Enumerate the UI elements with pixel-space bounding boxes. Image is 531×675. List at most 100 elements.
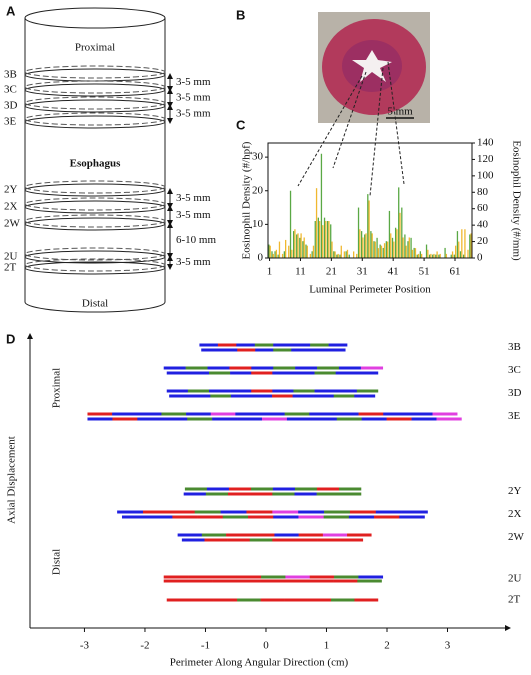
strip-segment: [190, 598, 214, 602]
x-tick-label: -3: [80, 640, 90, 652]
strip-segment: [251, 371, 273, 375]
y-tick-label: 30: [252, 151, 264, 163]
row-label: 3E: [508, 410, 521, 422]
bar: [451, 251, 454, 258]
bar: [303, 237, 305, 258]
strip-segment: [137, 417, 163, 421]
bar: [388, 210, 391, 258]
bar: [421, 253, 423, 258]
strip-segment: [205, 492, 229, 496]
strip-segment: [112, 412, 138, 416]
strip-segment: [201, 533, 227, 537]
bar: [385, 241, 387, 258]
bar: [394, 227, 397, 258]
strip-segment: [237, 348, 256, 352]
bar: [380, 245, 383, 258]
strip-segment: [361, 417, 387, 421]
bar: [312, 245, 315, 258]
strip: [177, 533, 372, 537]
strip-segment: [136, 412, 162, 416]
strip: [169, 394, 376, 398]
bar: [464, 229, 466, 258]
strip-segment: [436, 417, 462, 421]
bar: [268, 244, 270, 258]
x-tick-label: 31: [357, 266, 368, 278]
strip-segment: [273, 348, 292, 352]
bar: [336, 254, 338, 258]
strip-segment: [327, 348, 346, 352]
strip-segment: [187, 371, 210, 375]
strip-segment: [328, 343, 348, 347]
section-label: 3E: [4, 116, 17, 128]
strip-segment: [411, 417, 437, 421]
strip-segment: [186, 412, 212, 416]
strip-segment: [308, 579, 334, 583]
y2-tick-label: 140: [477, 137, 494, 149]
bar: [296, 234, 298, 258]
bar: [346, 249, 349, 258]
bar: [425, 244, 428, 258]
section-ring: [24, 68, 166, 82]
row-label: 2T: [508, 594, 521, 606]
bar: [302, 241, 304, 258]
strip-segment: [272, 394, 293, 398]
section-ring: [24, 115, 166, 129]
bar: [289, 190, 292, 258]
strip-segment: [162, 417, 188, 421]
strip-segment: [246, 510, 273, 514]
strip-segment: [358, 412, 384, 416]
bar: [271, 251, 273, 258]
strip-segment: [251, 389, 273, 393]
section-ring: [24, 197, 166, 211]
section-label: 2T: [4, 262, 17, 274]
strip-segment: [272, 510, 299, 514]
bar: [326, 221, 329, 258]
strip-segment: [236, 343, 256, 347]
bar: [445, 253, 448, 258]
row-label: 2W: [508, 531, 525, 543]
strip-segment: [260, 412, 285, 416]
strip-segment: [163, 579, 189, 583]
bar: [274, 251, 276, 258]
strip-segment: [323, 515, 350, 519]
strip: [121, 515, 425, 519]
strip-segment: [294, 492, 317, 496]
strip-segment: [356, 389, 379, 393]
strip-segment: [336, 417, 362, 421]
x-tick-label: 2: [384, 640, 390, 652]
bar: [462, 254, 465, 258]
spacing-label: 3-5 mm: [176, 92, 211, 104]
strip-segment: [322, 533, 348, 537]
bar: [315, 188, 318, 258]
bar: [285, 239, 287, 258]
histology-image: [318, 12, 430, 123]
x-tick-label: 41: [388, 266, 399, 278]
strip-segment: [228, 492, 251, 496]
strip-segment: [360, 366, 384, 370]
strip-segment: [166, 598, 191, 602]
bar: [359, 229, 361, 258]
row-label: 3B: [508, 341, 521, 353]
strip-segment: [212, 579, 237, 583]
strip-segment: [432, 412, 458, 416]
y2-tick-label: 0: [477, 252, 483, 264]
strip-segment: [229, 366, 252, 370]
strip-segment: [386, 417, 412, 421]
spacing-label: 6-10 mm: [176, 234, 216, 246]
bar: [456, 231, 459, 258]
spacing-label: 3-5 mm: [176, 256, 211, 268]
bar: [398, 187, 400, 258]
strip-segment: [251, 366, 274, 370]
strip-segment: [335, 371, 358, 375]
strip-segment: [236, 579, 261, 583]
strip-segment: [272, 538, 296, 542]
strip-segment: [298, 533, 324, 537]
section-ring: [24, 96, 166, 110]
strip: [166, 389, 379, 393]
section-ring: [24, 65, 166, 79]
strip-segment: [333, 394, 355, 398]
x-tick-label: 3: [445, 640, 451, 652]
strip-segment: [333, 412, 359, 416]
bar: [413, 247, 415, 258]
